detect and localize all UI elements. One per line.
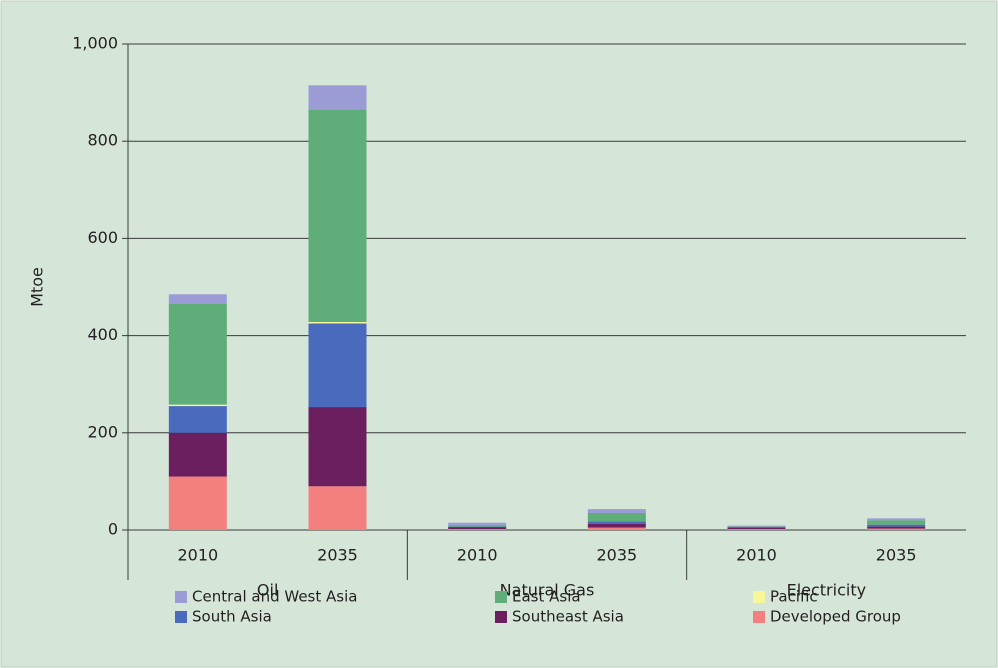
bar-segment	[448, 525, 507, 527]
bar-segment	[168, 404, 227, 407]
bar-segment	[727, 529, 786, 530]
bar-segment	[587, 527, 646, 530]
x-tick-label: 2010	[457, 546, 498, 565]
legend-swatch	[753, 591, 765, 603]
bar-segment	[448, 522, 507, 526]
legend-swatch	[495, 611, 507, 623]
x-tick-label: 2035	[596, 546, 637, 565]
legend-label: East Asia	[512, 588, 581, 606]
legend-swatch	[175, 611, 187, 623]
y-tick-label: 200	[87, 422, 118, 441]
bar-segment	[867, 526, 926, 529]
y-axis-label: Mtoe	[28, 267, 47, 307]
x-tick-label: 2035	[876, 546, 917, 565]
bar-segment	[308, 321, 367, 324]
group-label: Electricity	[787, 581, 866, 600]
legend-label: South Asia	[192, 608, 272, 626]
group-label: Oil	[257, 581, 278, 600]
bar-segment	[308, 85, 367, 110]
legend-label: Central and West Asia	[192, 588, 357, 606]
bar-segment	[308, 109, 367, 322]
bar-segment	[308, 407, 367, 487]
bar-segment	[448, 529, 507, 530]
bar-segment	[727, 527, 786, 530]
bar-segment	[587, 521, 646, 524]
bar-segment	[867, 520, 926, 525]
bar-segment	[168, 432, 227, 477]
bar-segment	[867, 524, 926, 527]
bar-segment	[587, 512, 646, 522]
legend-label: Southeast Asia	[512, 608, 624, 626]
bar-segment	[168, 304, 227, 405]
legend-swatch	[175, 591, 187, 603]
bar-segment	[587, 509, 646, 513]
x-tick-label: 2010	[177, 546, 218, 565]
bar-segment	[727, 525, 786, 527]
bar-segment	[168, 476, 227, 530]
bar-segment	[448, 527, 507, 530]
bar-segment	[867, 518, 926, 521]
bar-segment	[867, 528, 926, 530]
y-tick-label: 0	[108, 520, 118, 539]
legend-label: Pacific	[770, 588, 818, 606]
bar-segment	[587, 523, 646, 528]
bar-segment	[308, 486, 367, 530]
bar-segment	[308, 323, 367, 408]
x-tick-label: 2035	[317, 546, 358, 565]
bar-segment	[168, 406, 227, 433]
group-label: Natural Gas	[500, 581, 595, 600]
x-tick-label: 2010	[736, 546, 777, 565]
y-tick-label: 400	[87, 325, 118, 344]
legend-swatch	[495, 591, 507, 603]
bar-segment	[168, 294, 227, 305]
legend-swatch	[753, 611, 765, 623]
legend-label: Developed Group	[770, 608, 901, 626]
y-tick-label: 800	[87, 131, 118, 150]
y-tick-label: 600	[87, 228, 118, 247]
y-tick-label: 1,000	[72, 34, 118, 53]
